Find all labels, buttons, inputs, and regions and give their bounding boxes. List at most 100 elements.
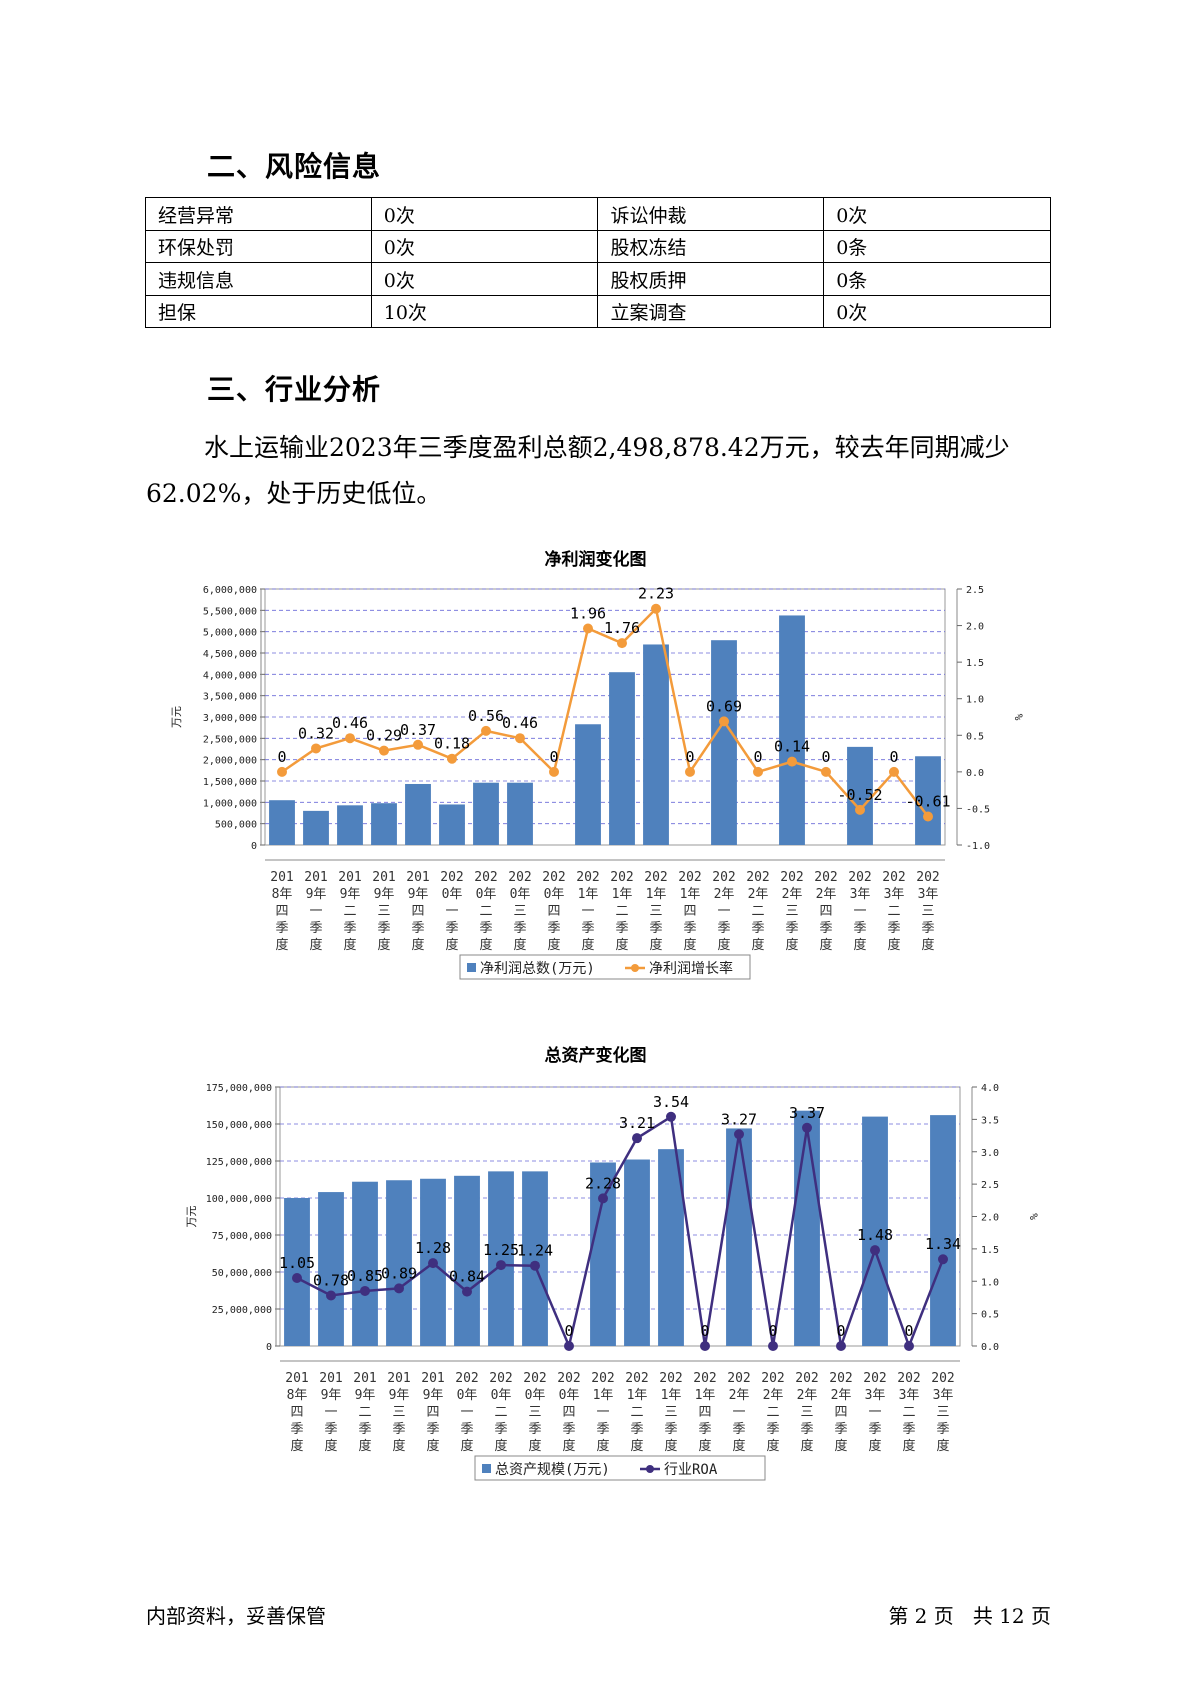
x-tick-label: 201 (304, 870, 327, 885)
x-tick-label: 二 (343, 904, 356, 919)
industry-paragraph: 水上运输业2023年三季度盈利总额2,498,878.42万元，较去年同期减少6… (146, 425, 1051, 517)
x-tick-label: 202 (863, 1371, 886, 1386)
line-point (549, 767, 559, 777)
x-tick-label: 一 (460, 1405, 473, 1420)
line-point (462, 1287, 472, 1297)
x-tick-label: 三 (936, 1405, 949, 1420)
risk-table-row: 经营异常 0次 诉讼仲裁 0次 (146, 198, 1051, 231)
x-tick-label: 202 (591, 1371, 614, 1386)
risk-item-value: 0次 (371, 230, 598, 263)
x-tick-label: 201 (270, 870, 293, 885)
risk-item-label: 担保 (146, 295, 372, 328)
x-tick-label: 9年 (340, 887, 361, 902)
x-tick-label: 0年 (510, 887, 531, 902)
x-tick-label: 四 (698, 1405, 711, 1420)
y-tick-label: 0 (266, 1342, 272, 1353)
x-tick-label: 三 (377, 904, 390, 919)
x-tick-label: 度 (766, 1438, 779, 1454)
x-tick-label: 度 (547, 937, 560, 953)
bar (711, 640, 737, 845)
y2-tick-label: 0.0 (981, 1342, 999, 1353)
data-label: 0.18 (434, 735, 470, 753)
bar (386, 1180, 412, 1346)
legend-label-line: 净利润增长率 (649, 960, 733, 977)
x-tick-label: 201 (338, 870, 361, 885)
x-tick-label: 季 (275, 921, 288, 936)
x-tick-label: 202 (795, 1371, 818, 1386)
line-point (394, 1283, 404, 1293)
x-tick-label: 202 (523, 1371, 546, 1386)
x-tick-label: 度 (290, 1438, 303, 1454)
risk-item-label: 诉讼仲裁 (598, 198, 824, 231)
line-point (651, 604, 661, 614)
footer-page-number: 第 2 页 共 12 页 (888, 1600, 1051, 1629)
data-label: 0.84 (449, 1268, 485, 1286)
x-tick-label: 3年 (933, 1388, 954, 1403)
x-tick-label: 二 (766, 1405, 779, 1420)
x-tick-label: 202 (814, 870, 837, 885)
x-tick-label: 度 (343, 937, 356, 953)
x-tick-label: 202 (542, 870, 565, 885)
bar (930, 1115, 956, 1346)
x-tick-label: 度 (513, 937, 526, 953)
x-tick-label: 季 (513, 921, 526, 936)
x-tick-label: 201 (421, 1371, 444, 1386)
line-point (345, 733, 355, 743)
data-label: 0.56 (468, 707, 504, 725)
x-tick-label: 0年 (476, 887, 497, 902)
x-tick-label: 一 (581, 904, 594, 919)
y-tick-label: 5,000,000 (203, 628, 257, 639)
line-point (666, 1112, 676, 1122)
footer-confidential: 内部资料，妥善保管 (146, 1600, 326, 1629)
x-tick-label: 202 (557, 1371, 580, 1386)
x-tick-label: 度 (800, 1438, 813, 1454)
bar (439, 804, 465, 845)
y-tick-label: 75,000,000 (212, 1231, 272, 1242)
line-point (564, 1341, 574, 1351)
total-assets-chart: 0 25,000,000 50,000,000 75,000,000 100,000,0… (0, 1070, 1191, 1530)
risk-item-label: 立案调查 (598, 295, 824, 328)
data-label: 0.85 (347, 1267, 383, 1285)
data-label: 0 (549, 748, 558, 766)
data-label: 2.28 (585, 1174, 621, 1192)
x-tick-label: 季 (751, 921, 764, 936)
legend-swatch-point (646, 1465, 654, 1473)
x-tick-label: 1年 (593, 1388, 614, 1403)
x-tick-label: 度 (494, 1438, 507, 1454)
x-tick-label: 四 (683, 904, 696, 919)
x-tick-label: 度 (887, 937, 900, 953)
x-tick-label: 202 (610, 870, 633, 885)
x-tick-label: 0年 (442, 887, 463, 902)
risk-item-label: 环保处罚 (146, 230, 372, 263)
x-tick-label: 度 (581, 937, 594, 953)
line-point (836, 1341, 846, 1351)
x-tick-label: 季 (426, 1422, 439, 1437)
x-tick-label: 202 (508, 870, 531, 885)
line-point (530, 1261, 540, 1271)
data-label: 0.69 (706, 697, 742, 715)
x-tick-label: 一 (732, 1405, 745, 1420)
x-tick-label: 1年 (695, 1388, 716, 1403)
data-label: 1.05 (279, 1254, 315, 1272)
chart1-title: 净利润变化图 (0, 545, 1191, 570)
y-tick-label: 500,000 (215, 820, 257, 831)
x-tick-label: 一 (853, 904, 866, 919)
risk-table-row: 担保 10次 立案调查 0次 (146, 295, 1051, 328)
x-tick-label: 一 (868, 1405, 881, 1420)
x-tick-label: 季 (683, 921, 696, 936)
line-point (583, 623, 593, 633)
data-label: 0 (821, 748, 830, 766)
line-point (719, 716, 729, 726)
x-tick-label: 3年 (850, 887, 871, 902)
x-tick-label: 三 (785, 904, 798, 919)
x-tick-label: 1年 (661, 1388, 682, 1403)
x-tick-label: 季 (460, 1422, 473, 1437)
bar (269, 800, 295, 845)
bar (794, 1111, 820, 1346)
x-tick-label: 0年 (559, 1388, 580, 1403)
x-tick-label: 1年 (612, 887, 633, 902)
bar (473, 783, 499, 845)
x-tick-label: 季 (528, 1422, 541, 1437)
risk-item-label: 经营异常 (146, 198, 372, 231)
x-tick-label: 二 (887, 904, 900, 919)
